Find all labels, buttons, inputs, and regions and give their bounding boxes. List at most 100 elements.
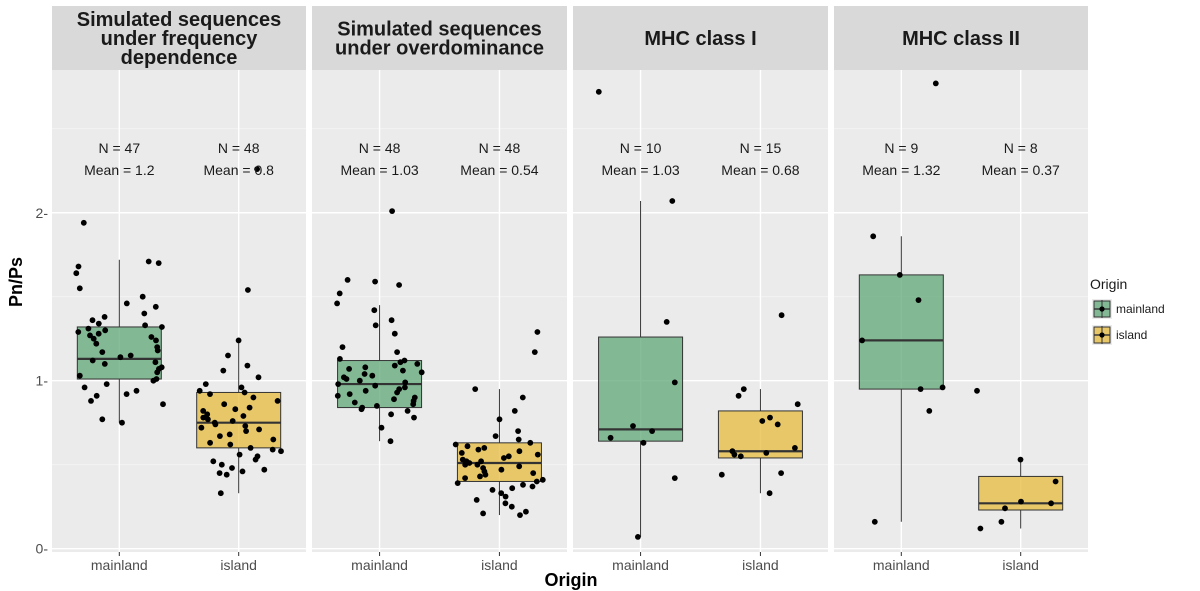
data-point — [418, 369, 425, 376]
data-point — [217, 490, 224, 497]
data-point — [792, 445, 798, 451]
data-point — [669, 198, 676, 204]
data-point — [520, 481, 526, 488]
data-point — [519, 394, 526, 401]
panel-title-line: MHC class II — [902, 28, 1020, 50]
data-point — [735, 392, 742, 399]
n-annotation: N = 48 — [479, 140, 521, 156]
data-point — [774, 421, 781, 428]
data-point — [73, 270, 80, 277]
panel-strip — [834, 6, 1088, 70]
data-point — [101, 361, 108, 367]
n-annotation: N = 15 — [740, 140, 782, 156]
data-point — [202, 381, 209, 387]
data-point — [502, 493, 509, 500]
data-point — [235, 337, 242, 344]
data-point — [255, 374, 262, 381]
data-point — [539, 476, 546, 483]
data-point — [663, 319, 670, 325]
y-axis-title: Pn/Ps — [6, 257, 26, 307]
data-point — [358, 406, 365, 413]
data-point — [217, 433, 223, 439]
data-point — [76, 285, 83, 292]
data-point — [238, 384, 245, 391]
data-point — [778, 312, 785, 319]
data-point — [478, 458, 484, 465]
data-point — [1017, 456, 1024, 463]
data-point — [87, 332, 93, 339]
data-point — [371, 307, 378, 314]
y-tick-label: 1- — [36, 373, 49, 389]
data-point — [508, 503, 515, 510]
data-point — [718, 471, 725, 478]
data-point — [220, 367, 227, 374]
data-point — [88, 398, 94, 404]
data-point — [243, 428, 250, 434]
data-point — [477, 473, 483, 480]
data-point — [240, 413, 247, 419]
data-point — [516, 448, 523, 455]
data-point — [932, 80, 939, 87]
data-point — [218, 461, 225, 468]
data-point — [388, 317, 395, 324]
data-point — [99, 416, 106, 423]
data-point — [671, 379, 678, 386]
data-point — [498, 466, 505, 473]
data-point — [454, 480, 461, 486]
data-point — [372, 382, 379, 389]
data-point — [269, 446, 276, 453]
x-tick-label: mainland — [873, 557, 930, 573]
data-point — [239, 468, 246, 475]
panel-background — [52, 70, 306, 552]
data-point — [473, 497, 480, 503]
mean-annotation: Mean = 1.03 — [340, 162, 418, 178]
legend-title: Origin — [1090, 276, 1127, 292]
data-point — [531, 349, 538, 355]
data-point — [101, 314, 108, 320]
data-point — [344, 277, 351, 283]
data-point — [374, 403, 380, 409]
iqr-box — [598, 336, 684, 442]
data-point — [607, 434, 614, 441]
data-point — [859, 337, 865, 344]
data-point — [534, 329, 541, 335]
data-point — [245, 287, 251, 293]
data-point — [362, 364, 369, 371]
y-tick-label: 0- — [36, 541, 49, 557]
data-point — [227, 441, 234, 448]
data-point — [244, 362, 251, 369]
group-island: N = 8 Mean = 0.37 — [974, 140, 1064, 532]
data-point — [388, 411, 394, 418]
data-point — [767, 414, 773, 421]
data-point — [740, 386, 747, 392]
data-point — [759, 418, 766, 424]
data-point — [99, 349, 106, 355]
data-point — [225, 352, 231, 359]
data-point — [236, 451, 243, 458]
data-point — [85, 325, 92, 332]
data-point — [241, 389, 248, 396]
data-point — [511, 408, 518, 414]
data-point — [356, 377, 363, 384]
x-tick-label: mainland — [612, 557, 669, 573]
data-point — [226, 431, 233, 438]
data-point — [533, 478, 540, 485]
n-annotation: N = 9 — [884, 140, 918, 156]
data-point — [387, 438, 394, 445]
legend-point — [1099, 306, 1105, 312]
data-point — [152, 359, 159, 366]
data-point — [148, 334, 155, 340]
data-point — [462, 461, 469, 468]
data-point — [411, 414, 417, 421]
data-point — [502, 500, 509, 507]
data-point — [496, 416, 503, 423]
data-point — [154, 347, 161, 354]
x-tick-label: mainland — [351, 557, 408, 573]
data-point — [270, 436, 277, 443]
mean-annotation: Mean = 0.54 — [460, 162, 538, 178]
mean-annotation: Mean = 0.8 — [203, 162, 274, 178]
data-point — [207, 439, 214, 446]
data-point — [274, 398, 281, 404]
data-point — [141, 310, 148, 317]
